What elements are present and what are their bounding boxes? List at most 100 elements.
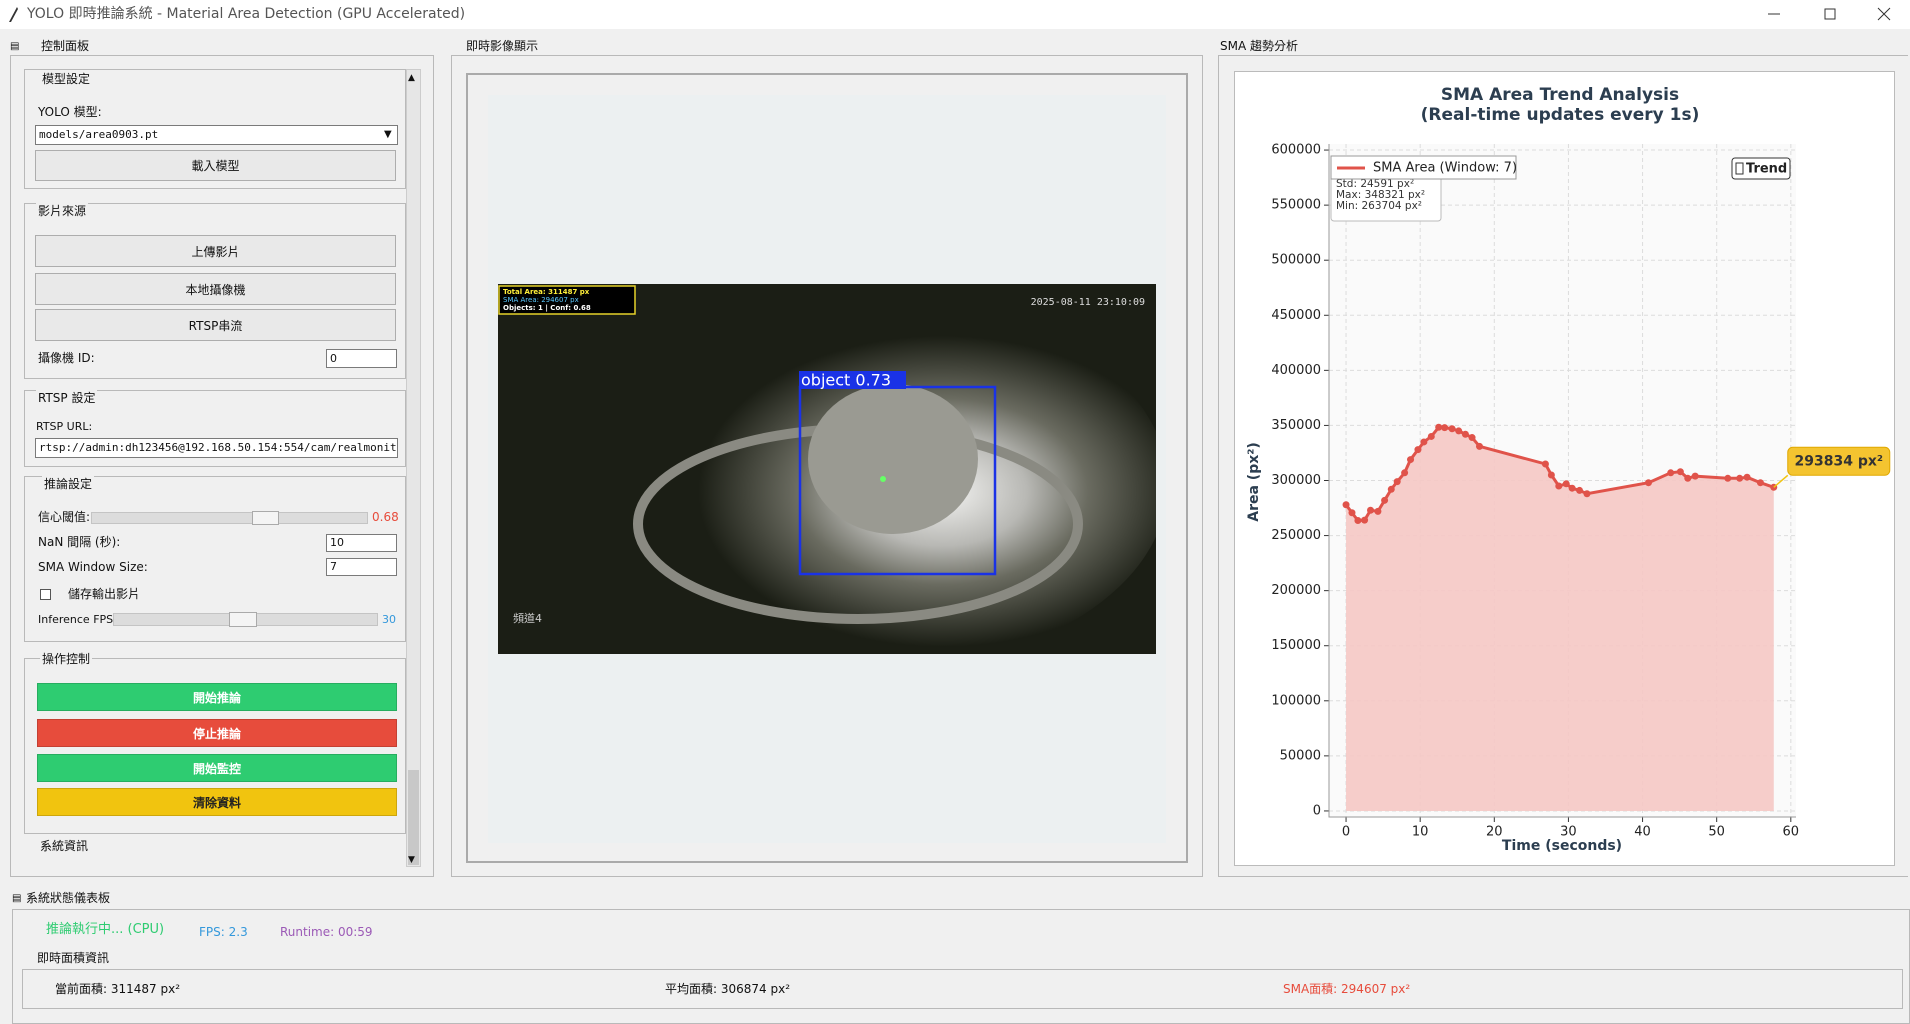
source-frame — [24, 203, 406, 379]
legend — [1330, 155, 1517, 180]
data-point — [1468, 434, 1476, 442]
data-point — [1541, 460, 1549, 468]
trend-label: Trend — [1746, 162, 1787, 177]
data-point — [1407, 456, 1415, 464]
y-tick-label: 600000 — [1271, 143, 1321, 158]
annotation-box — [1787, 446, 1891, 476]
legend-label: SMA Area (Window: 7) — [1373, 161, 1517, 176]
stats-text: Min: 263704 px² — [1336, 200, 1422, 212]
scrollbar[interactable] — [406, 69, 421, 867]
x-tick-label: 50 — [1708, 825, 1725, 840]
chart-title: SMA Area Trend Analysis — [1441, 85, 1679, 105]
trend-badge — [1731, 157, 1791, 180]
x-axis-label: Time (seconds) — [1502, 838, 1622, 854]
y-tick-label: 100000 — [1271, 693, 1321, 708]
label: Inference FPS: — [38, 613, 117, 626]
section-header: 系統資訊 — [40, 839, 89, 853]
data-point — [1724, 474, 1732, 482]
overlay-text: Objects: 1 | Conf: 0.68 — [503, 304, 591, 313]
y-tick-label: 50000 — [1280, 748, 1321, 763]
data-point — [1555, 482, 1563, 490]
section-header: 即時面積資訊 — [37, 951, 110, 965]
trend-panel — [1218, 55, 1908, 877]
save-checkbox[interactable] — [40, 589, 51, 600]
sma-spinbox[interactable]: 7 — [326, 558, 397, 576]
camera-button[interactable]: 本地攝像機 — [35, 273, 396, 305]
data-point — [1743, 473, 1751, 481]
area-fill — [1346, 427, 1774, 811]
label: 儲存輸出影片 — [68, 587, 141, 601]
model-combobox[interactable]: models/area0903.pt — [35, 125, 398, 145]
x-tick-label: 40 — [1634, 825, 1651, 840]
section-header: 操作控制 — [40, 651, 93, 667]
data-point — [1367, 506, 1375, 514]
window-title: YOLO 即時推論系統 - Material Area Detection (G… — [27, 6, 466, 22]
app-icon — [9, 7, 18, 22]
data-point — [1562, 480, 1570, 488]
video-feed: Total Area: 311487 px SMA Area: 294607 p… — [498, 284, 1156, 654]
data-point — [1374, 507, 1382, 515]
data-point — [1644, 479, 1652, 487]
nan-spinbox[interactable]: 10 — [326, 534, 397, 552]
slider-thumb[interactable] — [229, 612, 257, 627]
scroll-down[interactable]: ▼ — [408, 855, 415, 865]
data-point — [1676, 468, 1684, 476]
rtsp-frame — [24, 390, 406, 467]
panel-icon: ▤ — [12, 893, 22, 904]
data-point — [1387, 485, 1395, 493]
y-axis-label: Area (px²) — [1246, 442, 1262, 522]
slider-thumb[interactable] — [252, 511, 279, 525]
window-controls[interactable] — [1740, 0, 1910, 29]
upload-button[interactable]: 上傳影片 — [35, 235, 396, 267]
panel-title: SMA 趨勢分析 — [1220, 39, 1298, 53]
data-point — [1667, 469, 1675, 477]
video-panel — [451, 55, 1203, 877]
combo-arrow[interactable]: ▼ — [384, 129, 392, 140]
label: NaN 間隔 (秒): — [38, 535, 121, 549]
data-point — [1427, 432, 1435, 440]
status-runtime: Runtime: 00:59 — [280, 925, 373, 939]
axis-spine — [1328, 144, 1796, 818]
section-header: 推論設定 — [42, 476, 95, 492]
stats-text: Max: 348321 px² — [1336, 189, 1425, 201]
fps-value: 30 — [382, 613, 396, 626]
area-info-frame — [22, 969, 1903, 1009]
label: SMA Window Size: — [38, 560, 148, 574]
actions-frame — [24, 658, 406, 834]
data-point — [1441, 424, 1449, 432]
monitor-button[interactable]: 開始監控 — [37, 754, 397, 782]
y-tick-label: 150000 — [1271, 638, 1321, 653]
trend-icon — [1735, 162, 1744, 175]
data-point — [1684, 474, 1692, 482]
confidence-slider[interactable] — [91, 512, 368, 524]
x-tick-label: 0 — [1342, 825, 1350, 840]
data-point — [1691, 472, 1699, 480]
scroll-up[interactable]: ▲ — [408, 73, 415, 83]
scrollbar-thumb[interactable] — [408, 770, 419, 865]
data-point — [1736, 474, 1744, 482]
data-point — [1475, 442, 1483, 450]
annotation: 293834 px² — [1795, 453, 1884, 469]
title-bar — [0, 0, 1910, 29]
timestamp: 2025-08-11 23:10:09 — [1031, 297, 1145, 308]
start-button[interactable]: 開始推論 — [37, 683, 397, 711]
rtsp-button[interactable]: RTSP串流 — [35, 309, 396, 341]
video-frame — [466, 73, 1188, 863]
trend-chart: SMA Area Trend Analysis (Real-time updat… — [1234, 71, 1895, 866]
data-point — [1568, 484, 1576, 492]
overlay-text: Total Area: 311487 px — [503, 288, 590, 296]
load-model-button[interactable]: 載入模型 — [35, 150, 396, 181]
stop-button[interactable]: 停止推論 — [37, 719, 397, 747]
data-point — [1354, 516, 1362, 524]
x-tick-label: 10 — [1412, 825, 1429, 840]
data-point — [1414, 446, 1422, 454]
y-tick-label: 300000 — [1271, 473, 1321, 488]
camera-id-spinbox[interactable]: 0 — [326, 349, 397, 368]
clear-button[interactable]: 清除資料 — [37, 788, 397, 816]
rtsp-url-entry[interactable]: rtsp://admin:dh123456@192.168.50.154:554… — [35, 438, 398, 458]
data-point — [1455, 427, 1463, 435]
y-tick-label: 550000 — [1271, 198, 1321, 213]
data-point — [1420, 438, 1428, 446]
status-fps: FPS: 2.3 — [199, 925, 248, 939]
